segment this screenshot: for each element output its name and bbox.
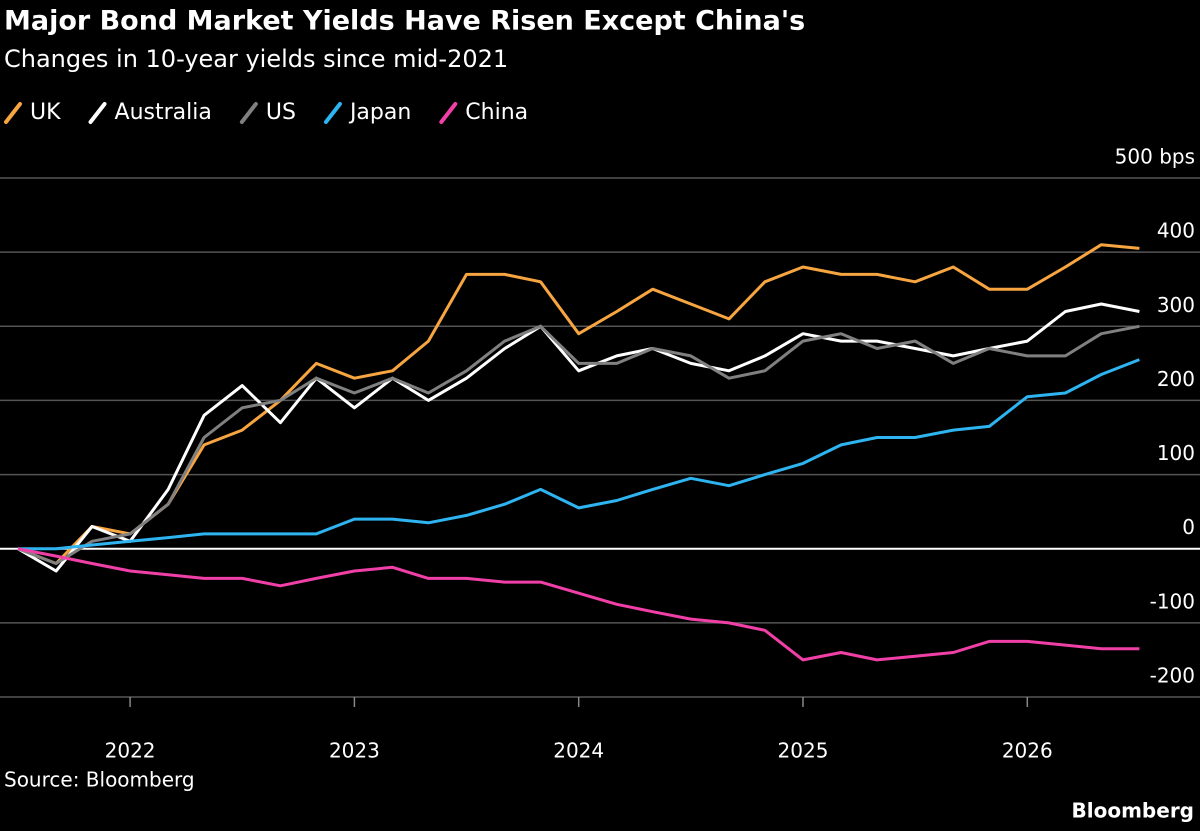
chart-subtitle: Changes in 10-year yields since mid-2021 bbox=[4, 45, 508, 73]
legend-swatch bbox=[439, 102, 458, 124]
brand: Bloomberg bbox=[1072, 799, 1194, 823]
series-line bbox=[17, 302, 1140, 573]
y-tick-label: 400 bbox=[1157, 219, 1195, 243]
legend-swatch bbox=[323, 102, 342, 124]
y-tick-label: 0 bbox=[1182, 515, 1195, 539]
legend-swatch bbox=[4, 102, 22, 124]
y-tick-label: 200 bbox=[1157, 367, 1195, 391]
legend-label: Australia bbox=[115, 100, 212, 125]
series-line bbox=[17, 243, 1140, 565]
legend-label: US bbox=[266, 100, 296, 125]
series-line bbox=[17, 358, 1140, 551]
x-tick-label: 2022 bbox=[105, 739, 156, 763]
series-line bbox=[17, 547, 1140, 662]
y-tick-label: 100 bbox=[1157, 441, 1195, 465]
legend-label: Japan bbox=[348, 100, 411, 125]
x-tick-label: 2023 bbox=[329, 739, 380, 763]
legend-swatch bbox=[88, 102, 107, 124]
y-tick-label: -200 bbox=[1150, 664, 1195, 688]
x-tick-label: 2024 bbox=[553, 739, 604, 763]
y-tick-label: -100 bbox=[1150, 589, 1195, 613]
chart-title: Major Bond Market Yields Have Risen Exce… bbox=[4, 6, 805, 37]
legend-label: UK bbox=[30, 100, 61, 125]
source: Source: Bloomberg bbox=[4, 768, 195, 792]
x-tick-label: 2025 bbox=[778, 739, 829, 763]
y-tick-label: 300 bbox=[1157, 293, 1195, 317]
y-tick-label: 500 bps bbox=[1115, 145, 1195, 169]
legend-swatch bbox=[239, 102, 258, 124]
x-tick-label: 2026 bbox=[1002, 739, 1053, 763]
legend-label: China bbox=[465, 100, 528, 125]
series-line bbox=[17, 324, 1140, 565]
